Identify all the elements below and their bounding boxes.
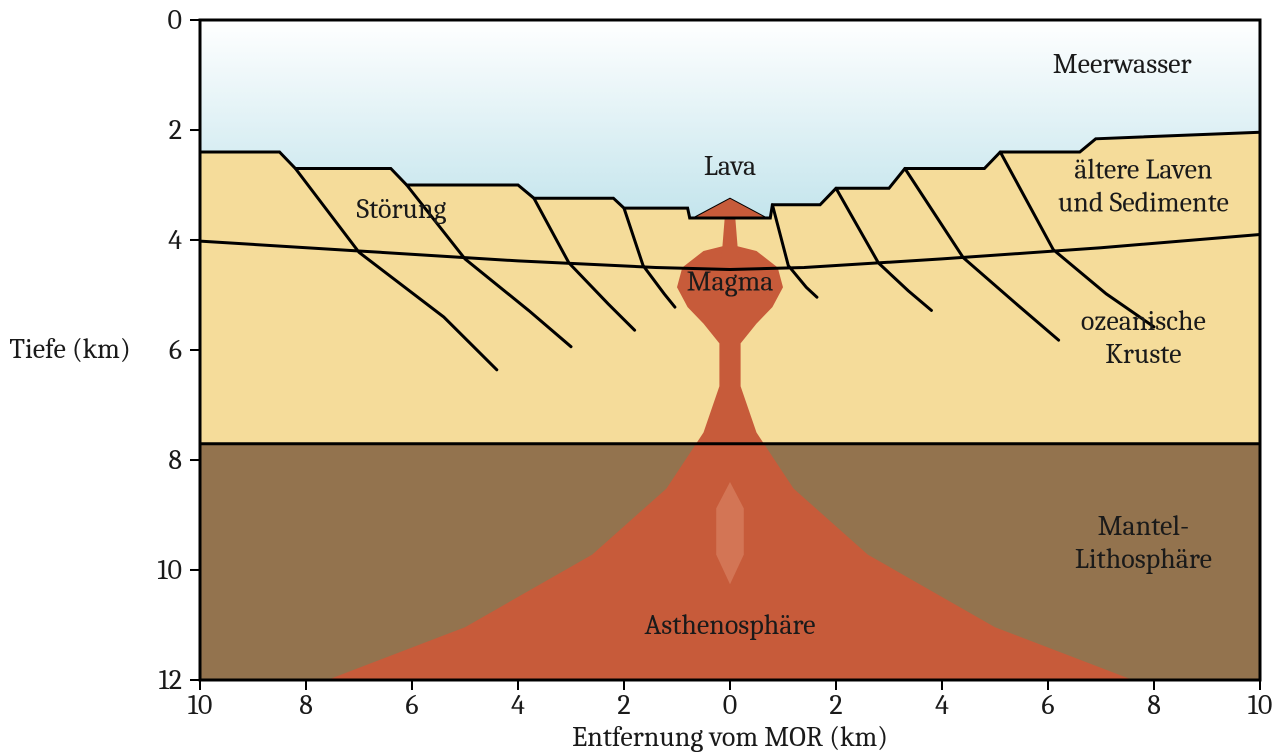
x-tick-label: 2 (829, 689, 842, 721)
y-tick-label: 2 (169, 114, 182, 146)
label-ozean1: ozeanische (1081, 305, 1206, 337)
x-tick-label: 10 (188, 689, 213, 721)
mor-cross-section-diagram: Meerwasser Lava Störung ältere Lavenund Sed… (0, 0, 1280, 754)
y-tick-label: 6 (169, 334, 182, 366)
x-tick-label: 8 (1147, 689, 1161, 721)
y-tick-label: 0 (168, 4, 182, 36)
label-asth: Asthenosphäre (645, 609, 816, 641)
label-aeltere2: und Sedimente (1058, 186, 1229, 218)
x-tick-label: 10 (1248, 689, 1273, 721)
label-magma: Magma (687, 266, 774, 298)
x-tick-label: 4 (935, 689, 949, 721)
y-tick-label: 8 (168, 444, 182, 476)
x-tick-label: 0 (723, 689, 737, 721)
x-tick-label: 2 (617, 689, 630, 721)
label-lava: Lava (704, 150, 756, 182)
y-axis-label: Tiefe (km) (9, 333, 130, 365)
label-mantel2: Lithosphäre (1075, 543, 1212, 575)
label-meerwasser: Meerwasser (1053, 48, 1192, 80)
x-tick-label: 6 (405, 689, 418, 721)
label-aeltere1: ältere Laven (1074, 153, 1213, 185)
label-ozean2: Kruste (1105, 338, 1181, 370)
x-tick-label: 8 (299, 689, 313, 721)
y-tick-label: 10 (157, 554, 182, 586)
x-axis-label: Entfernung vom MOR (km) (572, 721, 888, 753)
label-mantel1: Mantel- (1098, 510, 1190, 542)
y-tick-label: 12 (159, 664, 182, 696)
x-tick-label: 4 (511, 689, 525, 721)
y-tick-label: 4 (168, 224, 182, 256)
label-stoerung: Störung (356, 193, 446, 225)
x-tick-label: 6 (1041, 689, 1054, 721)
